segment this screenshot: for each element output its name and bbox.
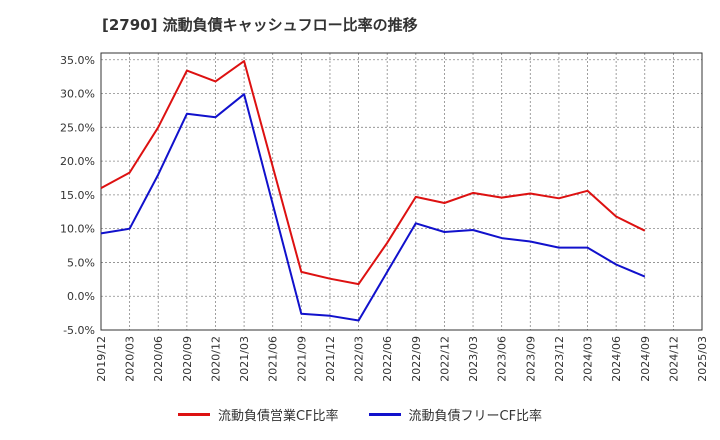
- legend-label-free-cf: 流動負債フリーCF比率: [408, 409, 543, 424]
- x-tick-label: 2020/12: [209, 336, 222, 382]
- x-tick-label: 2020/09: [181, 336, 194, 382]
- chart-title: [2790] 流動負債キャッシュフロー比率の推移: [102, 16, 418, 34]
- x-tick-label: 2023/12: [553, 336, 566, 382]
- x-tick-label: 2023/03: [467, 336, 480, 382]
- y-tick-label: 0.0%: [67, 290, 95, 303]
- legend-item-operating-cf: 流動負債営業CF比率: [177, 405, 339, 424]
- y-tick-label: 30.0%: [60, 88, 95, 101]
- x-tick-label: 2022/09: [410, 336, 423, 382]
- y-tick-label: 25.0%: [60, 121, 95, 134]
- x-tick-label: 2023/09: [524, 336, 537, 382]
- plot-border: [100, 52, 703, 331]
- legend-label-operating-cf: 流動負債営業CF比率: [217, 409, 339, 424]
- plot-area: [101, 53, 702, 330]
- y-tick-label: -5.0%: [63, 324, 95, 337]
- x-tick-label: 2021/12: [324, 336, 337, 382]
- series-line-1: [100, 93, 646, 322]
- x-tick-label: 2024/06: [610, 336, 623, 382]
- x-tick-label: 2024/03: [582, 336, 595, 382]
- legend-swatch-free-cf: [368, 413, 401, 416]
- legend-item-free-cf: 流動負債フリーCF比率: [368, 405, 543, 424]
- x-tick-label: 2022/06: [381, 336, 394, 382]
- x-tick-label: 2021/03: [238, 336, 251, 382]
- y-tick-label: 20.0%: [60, 155, 95, 168]
- y-tick-label: 15.0%: [60, 189, 95, 202]
- x-tick-label: 2022/12: [438, 336, 451, 382]
- x-tick-label: 2021/09: [295, 336, 308, 382]
- x-tick-label: 2021/06: [267, 336, 280, 382]
- x-tick-label: 2020/03: [124, 336, 137, 382]
- y-tick-label: 10.0%: [60, 223, 95, 236]
- y-tick-label: 35.0%: [60, 54, 95, 67]
- x-tick-label: 2022/03: [353, 336, 366, 382]
- legend: 流動負債営業CF比率 流動負債フリーCF比率: [0, 405, 720, 424]
- legend-swatch-operating-cf: [177, 413, 210, 416]
- x-tick-label: 2023/06: [496, 336, 509, 382]
- x-tick-label: 2025/03: [696, 336, 709, 382]
- x-tick-label: 2019/12: [95, 336, 108, 382]
- x-tick-label: 2020/06: [152, 336, 165, 382]
- series-line-0: [100, 60, 646, 286]
- x-tick-label: 2024/09: [639, 336, 652, 382]
- x-tick-label: 2024/12: [667, 336, 680, 382]
- y-tick-label: 5.0%: [67, 256, 95, 269]
